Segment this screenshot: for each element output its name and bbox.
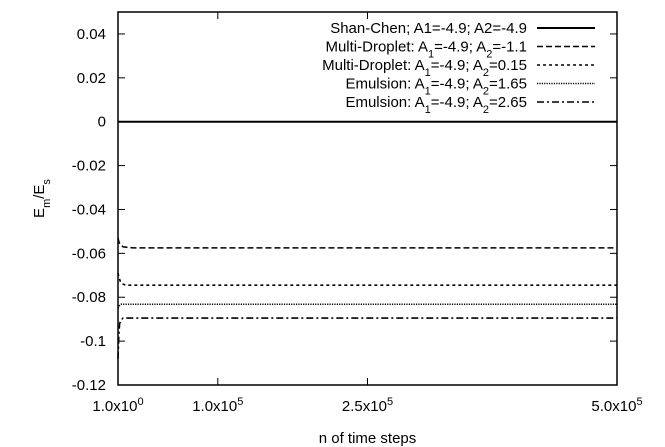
y-tick-label: -0.12 <box>72 377 106 394</box>
legend: Shan-Chen; A1=-4.9; A2=-4.9 Multi-Droplet… <box>322 20 595 116</box>
x-tick-label: 2.5x105 <box>342 396 393 415</box>
y-axis-label-sub2: s <box>41 179 53 185</box>
series-line-3 <box>117 272 617 286</box>
x-tick-exponent: 5 <box>636 396 642 408</box>
x-tick-label: 1.0x105 <box>192 396 243 415</box>
y-axis-label-slash: /E <box>31 185 48 199</box>
y-tick-label: -0.02 <box>72 158 106 175</box>
series-group <box>117 120 617 359</box>
legend-label-2: Multi-Droplet: A1=-4.9; A2=-1.1 <box>325 39 527 61</box>
legend-label-1: Shan-Chen; A1=-4.9; A2=-4.9 <box>330 20 527 37</box>
x-axis-label: n of time steps <box>319 430 417 447</box>
legend-label-5: Emulsion: A1=-4.9; A2=2.65 <box>345 94 527 116</box>
y-tick-label: 0 <box>98 114 106 131</box>
x-tick-mantissa: 5.0x10 <box>591 398 636 415</box>
y-axis-label: Em/Es <box>31 179 53 218</box>
x-tick-exponent: 0 <box>137 396 143 408</box>
legend-label-4: Emulsion: A1=-4.9; A2=1.65 <box>345 76 527 98</box>
y-tick-label: -0.06 <box>72 245 106 262</box>
y-tick-label: -0.04 <box>72 201 106 218</box>
legend-label-3: Multi-Droplet: A1=-4.9; A2=0.15 <box>322 57 527 79</box>
y-tick-label: -0.1 <box>80 333 106 350</box>
x-tick-exponent: 5 <box>237 396 243 408</box>
y-tick-label: -0.08 <box>72 289 106 306</box>
y-axis-label-base: E <box>31 208 48 218</box>
series-line-4 <box>117 303 617 309</box>
y-axis-label-sub1: m <box>41 199 53 208</box>
x-tick-mantissa: 2.5x10 <box>342 398 387 415</box>
y-tick-label: 0.04 <box>77 26 106 43</box>
x-tick-exponent: 5 <box>387 396 393 408</box>
x-tick-label: 5.0x105 <box>591 396 642 415</box>
x-tick-mantissa: 1.0x10 <box>92 398 137 415</box>
series-line-2 <box>117 237 617 249</box>
axis-ticks: 0.04 0.02 0 -0.02 -0.04 -0.06 -0.08 -0.1 -0.12 1.… <box>72 12 643 415</box>
y-tick-label: 0.02 <box>77 70 106 87</box>
x-tick-mantissa: 1.0x10 <box>192 398 237 415</box>
series-line-5 <box>117 317 617 359</box>
x-tick-label: 1.0x100 <box>92 396 143 415</box>
